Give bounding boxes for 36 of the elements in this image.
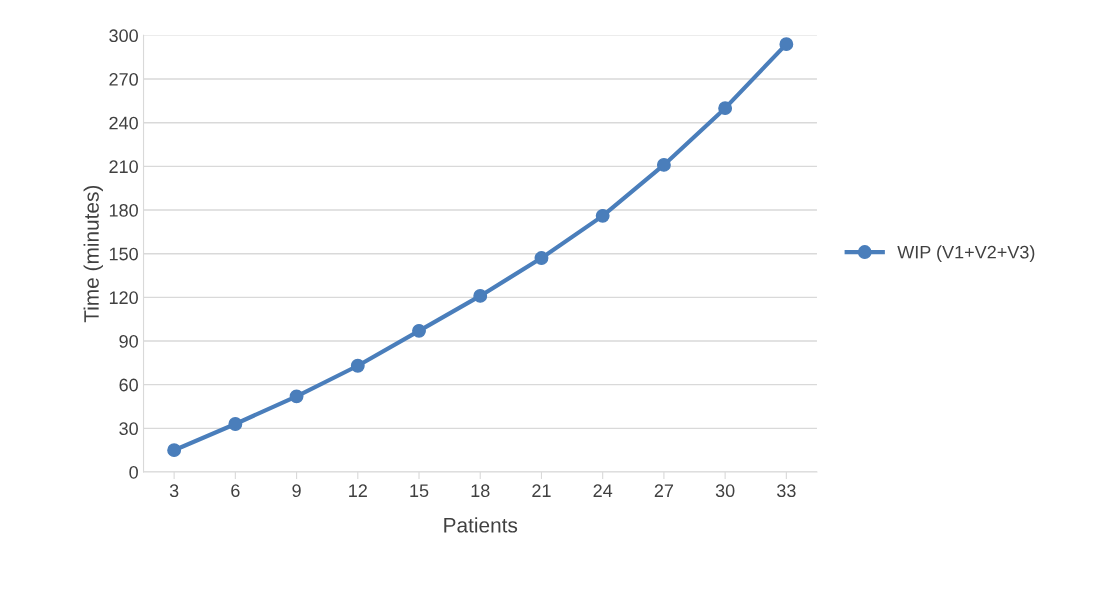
x-axis-title: Patients	[444, 517, 518, 533]
y-tick-label: 0	[129, 465, 138, 479]
y-tick-label: 210	[109, 160, 138, 174]
x-tick-label: 33	[777, 484, 796, 498]
x-tick-label: 9	[292, 484, 301, 498]
y-tick-label: 180	[109, 203, 138, 217]
x-tick-label: 24	[593, 484, 613, 497]
point	[289, 389, 304, 404]
y-tick-label: 240	[109, 116, 138, 130]
y-tick-label: 60	[119, 378, 138, 392]
x-tick-label: 12	[349, 484, 367, 497]
y-axis-title: Time (minutes)	[83, 185, 103, 323]
point	[228, 417, 243, 431]
x-tick-label: 18	[471, 484, 490, 498]
y-tick-label: 300	[109, 29, 138, 43]
y-tick-label: 270	[109, 72, 138, 86]
x-tick-label: 30	[715, 484, 735, 498]
x-tick-label: 21	[532, 484, 551, 497]
x-tick-label: 3	[169, 484, 179, 498]
y-tick-label: 150	[109, 247, 138, 261]
point	[412, 323, 426, 338]
point	[350, 358, 365, 373]
x-tick-label: 15	[410, 484, 429, 498]
x-tick-label: 6	[231, 484, 240, 498]
legend-label: WIP (V1+V2+V3)	[897, 245, 1035, 263]
x-tick-label: 27	[654, 484, 674, 497]
point	[534, 251, 549, 266]
y-tick-label: 120	[109, 291, 138, 305]
y-tick-label: 90	[119, 334, 138, 348]
point	[779, 37, 794, 52]
point	[167, 443, 182, 458]
y-tick-label: 30	[119, 422, 138, 436]
point	[718, 101, 733, 116]
point	[656, 157, 671, 172]
point	[595, 208, 610, 223]
point	[473, 288, 488, 303]
